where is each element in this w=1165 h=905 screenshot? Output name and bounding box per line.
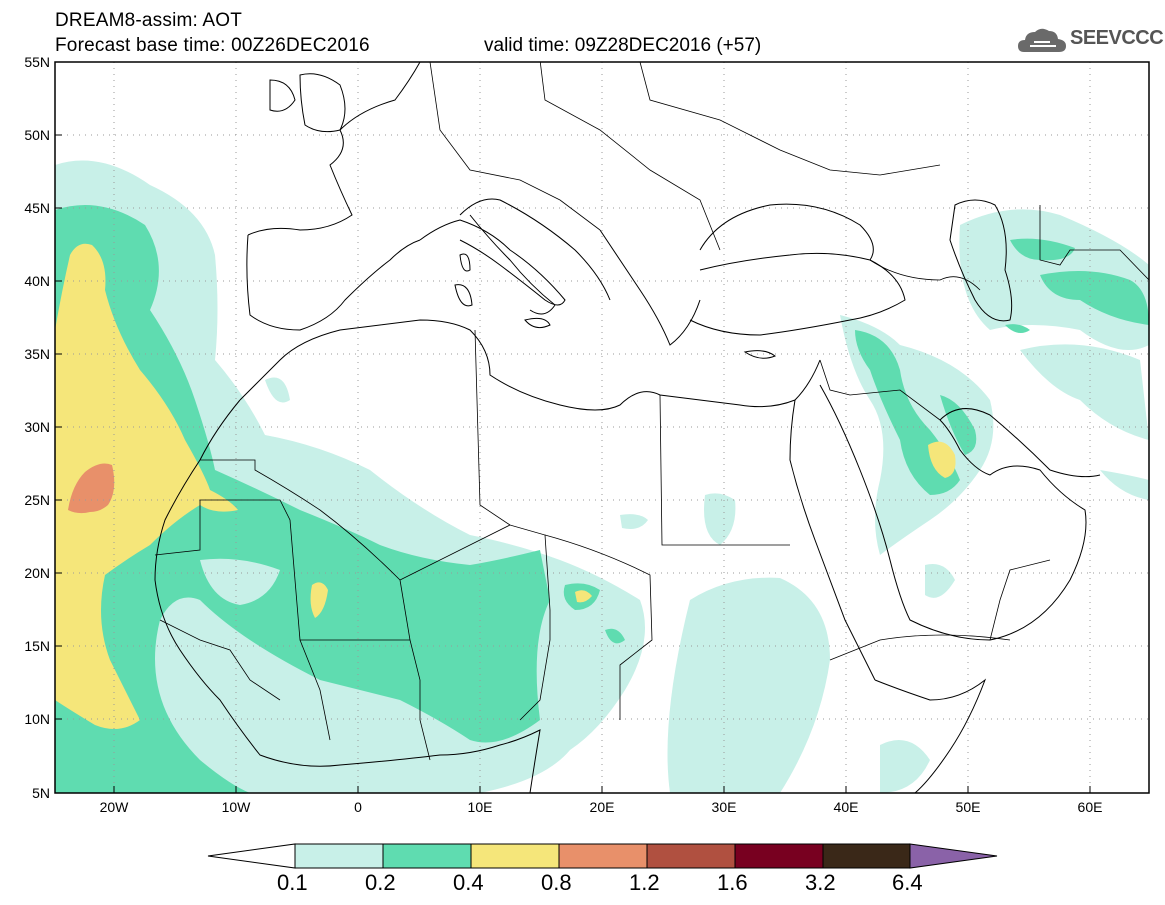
lat-label: 15N — [24, 638, 50, 654]
colorbar — [207, 843, 998, 869]
lat-label: 45N — [24, 200, 50, 216]
colorbar-label: 0.2 — [365, 870, 396, 895]
lat-label: 35N — [24, 346, 50, 362]
lon-label: 20E — [590, 799, 615, 815]
lon-label: 50E — [956, 799, 981, 815]
colorbar-bin — [470, 843, 560, 869]
lon-labels: 20W 10W 0 10E 20E 30E 40E 50E 60E — [100, 799, 1103, 815]
lon-label: 10W — [222, 799, 252, 815]
lat-label: 10N — [24, 711, 50, 727]
valid-time: valid time: 09Z28DEC2016 (+57) — [484, 35, 762, 56]
ticks — [55, 134, 1091, 793]
colorbar-low-arrow — [207, 843, 296, 869]
logo-text: SEEVCCC — [1070, 27, 1164, 49]
colorbar-label: 0.8 — [541, 870, 572, 895]
colorbar-bin — [558, 843, 648, 869]
lat-label: 5N — [32, 785, 50, 801]
lat-label: 55N — [24, 54, 50, 70]
lat-label: 25N — [24, 492, 50, 508]
colorbar-label: 6.4 — [892, 870, 923, 895]
colorbar-bin — [382, 843, 472, 869]
lon-label: 0 — [354, 799, 362, 815]
lat-label: 40N — [24, 273, 50, 289]
lat-label: 20N — [24, 565, 50, 581]
lon-label: 30E — [712, 799, 737, 815]
colorbar-label: 1.6 — [717, 870, 748, 895]
colorbar-bin — [294, 843, 384, 869]
colorbar-label: 3.2 — [805, 870, 836, 895]
lon-label: 60E — [1078, 799, 1103, 815]
map-title: DREAM8-assim: AOT — [55, 10, 243, 31]
colorbar-high-arrow — [909, 843, 998, 869]
colorbar-label: 1.2 — [629, 870, 660, 895]
colorbar-bin — [646, 843, 736, 869]
lat-label: 30N — [24, 419, 50, 435]
lat-labels: 55N 50N 45N 40N 35N 30N 25N 20N 15N 10N … — [24, 54, 50, 801]
cloud-logo-icon — [1018, 28, 1066, 52]
colorbar-bin — [734, 843, 824, 869]
lat-label: 50N — [24, 127, 50, 143]
aot-contours — [55, 160, 1149, 793]
colorbar-bin — [822, 843, 911, 869]
forecast-base-time: Forecast base time: 00Z26DEC2016 — [55, 35, 370, 56]
colorbar-label: 0.1 — [277, 870, 308, 895]
lon-label: 40E — [834, 799, 859, 815]
colorbar-label: 0.4 — [453, 870, 484, 895]
borders — [154, 62, 1149, 761]
lon-label: 10E — [468, 799, 493, 815]
coastlines — [154, 62, 1101, 793]
graticule — [55, 62, 1149, 793]
lon-label: 20W — [100, 799, 130, 815]
